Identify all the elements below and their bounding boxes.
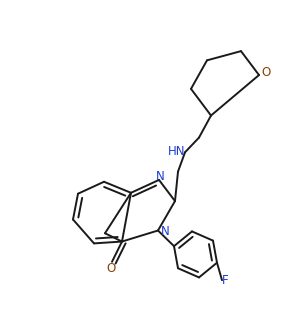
Text: O: O xyxy=(106,261,115,275)
Text: N: N xyxy=(156,170,164,183)
Text: HN: HN xyxy=(168,145,185,158)
Text: O: O xyxy=(262,66,271,79)
Text: N: N xyxy=(160,226,169,238)
Text: F: F xyxy=(222,274,229,287)
